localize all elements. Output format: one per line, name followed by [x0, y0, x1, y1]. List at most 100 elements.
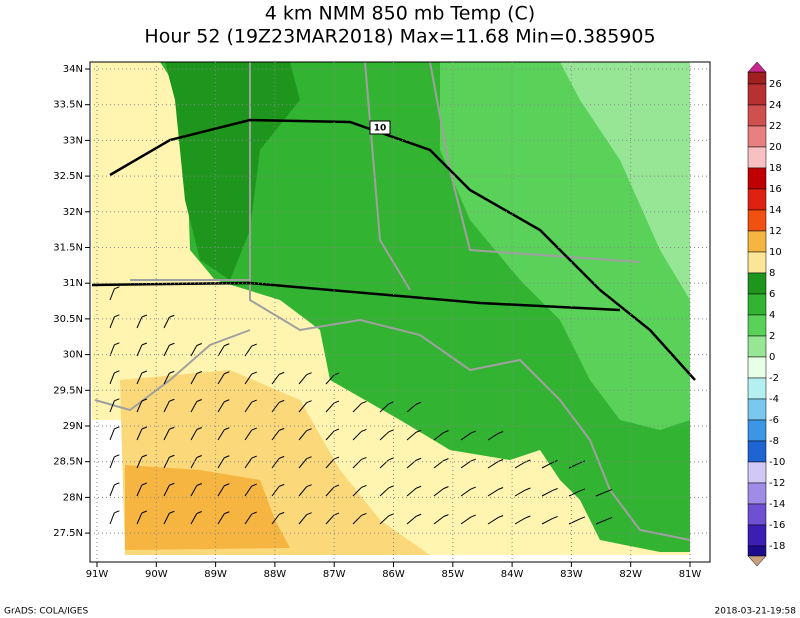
wind-barb: [217, 345, 225, 357]
wind-barb: [514, 461, 526, 469]
footer-left: GrADS: COLA/IGES: [4, 607, 88, 617]
wind-barb: [163, 317, 170, 329]
wind-barb: [217, 429, 225, 441]
wind-barb: [109, 428, 115, 441]
wind-barb-flag: [251, 483, 257, 487]
wind-barb-flag: [606, 516, 613, 520]
wind-barb: [217, 373, 225, 385]
wind-barb-flag: [497, 487, 504, 490]
wind-barb: [460, 460, 472, 469]
lat-label: 28.5N: [53, 457, 83, 468]
wind-barb: [325, 458, 335, 469]
wind-barb-flag: [497, 459, 504, 462]
colorbar-label: 2: [769, 331, 775, 342]
lon-label: 85W: [441, 569, 464, 580]
wind-barb: [136, 372, 143, 385]
wind-barb-flag: [415, 457, 422, 461]
wind-barb: [136, 400, 143, 413]
wind-barb: [352, 431, 362, 441]
wind-barb: [487, 461, 499, 469]
wind-barb: [487, 433, 499, 441]
colorbar-label: -10: [769, 457, 785, 468]
wind-barb: [433, 488, 444, 497]
wind-barb: [460, 516, 472, 525]
colorbar-label: -16: [769, 520, 785, 531]
lon-label: 81W: [679, 569, 702, 580]
wind-barb-flag: [196, 399, 202, 402]
wind-barb: [271, 458, 280, 469]
wind-barb-flag: [443, 430, 449, 434]
lon-label: 86W: [382, 569, 405, 580]
wind-barb-flag: [224, 427, 230, 431]
wind-barb-flag: [251, 427, 257, 431]
subtitle: Hour 52 (19Z23MAR2018) Max=11.68 Min=0.3…: [144, 26, 655, 48]
wind-barb-flag: [525, 515, 531, 519]
wind-barb: [298, 374, 307, 385]
wind-barb: [325, 374, 335, 385]
wind-barb: [406, 515, 417, 525]
colorbar-swatch: [747, 167, 767, 190]
wind-barb-flag: [196, 371, 202, 374]
wind-barb-flag: [251, 511, 257, 515]
wind-barb: [163, 457, 170, 469]
wind-barb-flag: [388, 457, 394, 461]
wind-barb-flag: [552, 459, 558, 463]
colorbar-swatch: [747, 293, 767, 316]
plot-frame: [89, 61, 711, 563]
wind-barb: [163, 429, 170, 441]
wind-barb: [190, 485, 198, 497]
wind-barb: [109, 316, 115, 329]
wind-barb: [514, 517, 526, 525]
colorbar-label: -2: [769, 373, 779, 384]
wind-barb: [487, 489, 499, 497]
wind-barb-flag: [443, 486, 449, 490]
wind-barb-flag: [169, 454, 175, 458]
colorbar-swatch: [747, 440, 767, 463]
wind-barb: [163, 401, 170, 413]
wind-barb: [298, 430, 307, 441]
wind-barb: [298, 458, 307, 469]
wind-barb: [541, 462, 553, 469]
wind-barb-flag: [224, 483, 230, 487]
wind-barb-flag: [388, 513, 394, 517]
colorbar-swatch: [747, 356, 767, 379]
colorbar-label: 10: [769, 247, 782, 258]
wind-barb: [136, 316, 143, 329]
wind-barb-flag: [579, 488, 586, 492]
wind-barb: [244, 457, 253, 469]
wind-barb-flag: [114, 314, 120, 318]
wind-barb-flag: [525, 487, 531, 491]
wind-barb-flag: [141, 482, 148, 486]
wind-barb-flag: [196, 343, 202, 346]
wind-barb: [352, 515, 362, 525]
wind-barb-flag: [141, 314, 148, 318]
colorbar-label: 8: [769, 268, 775, 279]
lon-label: 83W: [560, 569, 583, 580]
wind-barb-flag: [497, 431, 504, 434]
wind-barb: [217, 457, 225, 469]
wind-barb-flag: [333, 400, 340, 404]
wind-barb-flag: [224, 399, 230, 403]
wind-barb-flag: [361, 512, 367, 516]
wind-barb: [163, 513, 170, 525]
wind-barb: [325, 402, 335, 413]
colorbar-swatch: [747, 503, 767, 526]
wind-barb-flag: [333, 372, 340, 376]
wind-barb-flag: [470, 430, 476, 434]
lat-label: 30N: [63, 350, 83, 361]
wind-barb: [568, 518, 581, 525]
colorbar-label: -12: [769, 478, 785, 489]
wind-barb: [379, 459, 390, 469]
wind-barb: [514, 489, 526, 497]
wind-barb: [271, 374, 280, 385]
wind-barb: [352, 487, 362, 497]
wind-barb-flag: [196, 427, 202, 430]
wind-barb-flag: [306, 456, 312, 460]
wind-barb: [406, 403, 417, 413]
wind-barb-flag: [169, 426, 175, 430]
wind-barb-flag: [114, 342, 120, 346]
lat-label: 32.5N: [53, 171, 83, 182]
wind-barb-flag: [114, 398, 120, 402]
wind-barb-flag: [169, 510, 175, 514]
wind-barb-flag: [251, 343, 257, 347]
